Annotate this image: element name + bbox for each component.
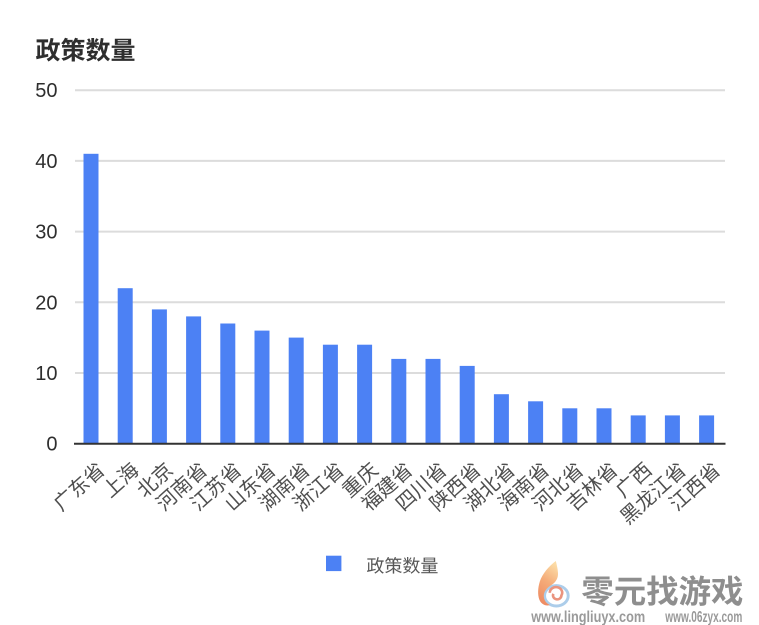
svg-text:50: 50 xyxy=(35,80,57,102)
svg-text:www.lingliuyx.com: www.lingliuyx.com xyxy=(530,609,645,625)
svg-text:40: 40 xyxy=(35,151,57,173)
svg-text:30: 30 xyxy=(35,222,57,244)
svg-text:0: 0 xyxy=(46,434,57,456)
svg-text:20: 20 xyxy=(35,292,57,314)
svg-text:www.06zyx.com: www.06zyx.com xyxy=(665,609,743,625)
svg-text:10: 10 xyxy=(35,363,57,385)
